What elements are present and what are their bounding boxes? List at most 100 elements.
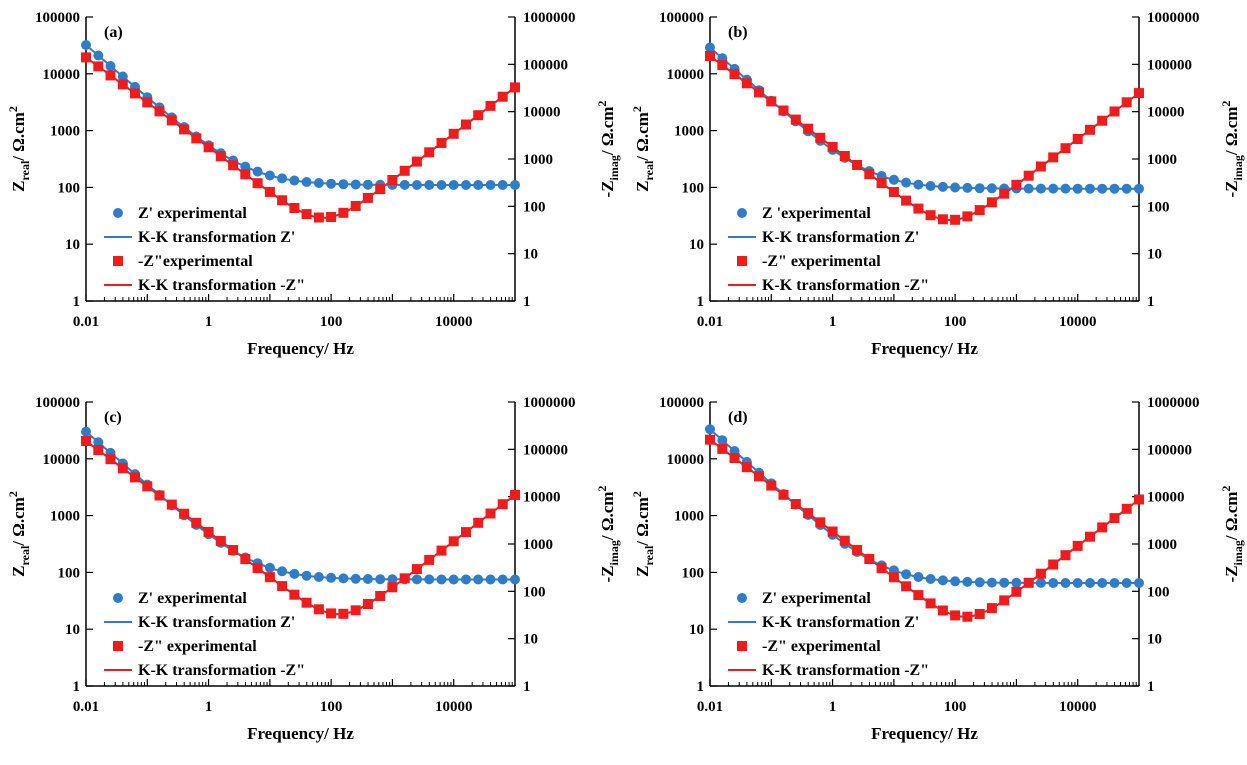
y-left-tick-label: 1000 (50, 124, 80, 140)
zimag-point (986, 603, 997, 614)
zreal-point (350, 573, 361, 584)
y-right-tick-label: 1 (523, 679, 531, 695)
y-right-tick-label: 10 (523, 632, 538, 648)
y-right-tick-label: 1 (1147, 294, 1155, 310)
zimag-point (166, 115, 177, 126)
zimag-point (289, 203, 300, 213)
zreal-point (277, 566, 288, 577)
legend-label-zimag: -Z" experimental (762, 638, 881, 655)
zimag-point (252, 563, 263, 574)
zimag-point (1072, 540, 1083, 551)
panel-label: (b) (728, 24, 748, 41)
zimag-point (228, 545, 239, 555)
zimag-point (154, 106, 165, 117)
zimag-point (729, 453, 740, 463)
zimag-point (1060, 550, 1071, 561)
y-right-tick-label: 10000 (523, 105, 561, 121)
legend-label-zimag-fit: K-K transformation -Z" (138, 662, 305, 679)
zimag-point (999, 595, 1010, 606)
zimag-point (228, 160, 239, 171)
zimag-point (1121, 503, 1132, 514)
zimag-point (803, 508, 814, 519)
zimag-point (252, 178, 263, 189)
zimag-point (81, 52, 91, 63)
zreal-point (326, 178, 337, 189)
y-left-tick-label: 100 (682, 565, 705, 581)
zreal-point (436, 180, 447, 190)
legend: Z' experimental K-K transformation Z' -Z" … (728, 590, 929, 679)
zimag-point (240, 554, 251, 565)
chart-svg: 0.01 1 100 10000 1 10 100 1000 10000 100000 1 10 100… (630, 395, 1245, 743)
zimag-point (754, 471, 764, 482)
y-axis-label-left: Zreal/ Ω.cm2 (6, 491, 32, 577)
legend-label-zimag-fit: K-K transformation -Z" (762, 662, 929, 679)
y-right-tick-label: 1000 (1147, 152, 1177, 168)
zimag-point (1134, 494, 1144, 505)
chart-svg: 0.01 1 100 10000 1 10 100 1000 10000 100000 1 10 100… (630, 10, 1245, 358)
zimag-point (962, 211, 973, 222)
zimag-point (448, 536, 459, 547)
y-right-tick-label: 100 (523, 584, 546, 600)
zreal-point (105, 61, 116, 71)
x-tick-label: 100 (944, 314, 967, 330)
zimag-point (81, 436, 91, 446)
zreal-point (1109, 183, 1120, 194)
zreal-point (301, 570, 312, 581)
legend-label-zreal: Z' experimental (138, 205, 247, 222)
zreal-point (277, 173, 288, 184)
zreal-point (962, 576, 973, 587)
zimag-point (766, 480, 777, 491)
x-tick-label: 0.01 (73, 699, 99, 715)
y-left-tick-label: 10 (65, 622, 80, 638)
legend-label-zreal: Z' experimental (762, 590, 871, 607)
zimag-point (215, 536, 226, 546)
zimag-point (1035, 568, 1046, 579)
zreal-point (289, 568, 300, 579)
zreal-point (93, 437, 104, 448)
zreal-point (937, 575, 948, 586)
y-right-tick-label: 100000 (523, 442, 568, 458)
zimag-point (937, 605, 948, 616)
y-left-tick-label: 1 (697, 294, 705, 310)
zreal-point (999, 577, 1010, 588)
zimag-point (950, 214, 961, 225)
zreal-point (925, 574, 936, 584)
zreal-point (350, 179, 361, 190)
zimag-point (999, 188, 1010, 199)
zimag-point (888, 572, 899, 583)
x-axis-label: Frequency/ Hz (871, 724, 978, 743)
zimag-point (717, 60, 728, 71)
legend-marker-zimag (737, 641, 747, 651)
zimag-point (191, 133, 202, 144)
y-right-tick-label: 100 (1147, 199, 1170, 215)
zimag-point (705, 51, 715, 61)
y-axis-label-right: -Zimag/ Ω.cm2 (595, 101, 621, 198)
zreal-point (717, 435, 728, 446)
legend-label-zimag-fit: K-K transformation -Z" (138, 277, 305, 294)
zimag-point (1011, 586, 1022, 597)
chart-panel-c: 0.01 1 100 10000 1 10 100 1000 10000 100000 1 10 100… (0, 385, 623, 765)
zimag-point (510, 490, 520, 500)
x-tick-label: 0.01 (697, 699, 723, 715)
zimag-point (1097, 522, 1108, 533)
zimag-point (399, 573, 410, 584)
zimag-point (191, 517, 202, 528)
zreal-point (913, 572, 924, 582)
zreal-point (1072, 183, 1083, 194)
y-right-tick-label: 100000 (523, 57, 568, 73)
zreal-point (974, 577, 985, 588)
chart-panel-a: 0.01 1 100 10000 1 10 100 1000 10000 100000 1 10 100… (0, 0, 623, 380)
zreal-point (338, 179, 349, 190)
zreal-point (289, 175, 300, 186)
zimag-point (326, 212, 337, 222)
zimag-point (264, 572, 275, 583)
zimag-point (901, 195, 912, 206)
zimag-point (473, 517, 484, 528)
zimag-point (277, 195, 288, 206)
zreal-point (81, 40, 91, 50)
legend-label-zimag: -Z" experimental (138, 638, 257, 655)
zreal-point (1109, 578, 1120, 588)
legend: Z' experimental K-K transformation Z' -Z"e… (104, 205, 305, 294)
zimag-point (778, 489, 789, 500)
y-right-tick-label: 1000 (523, 152, 553, 168)
